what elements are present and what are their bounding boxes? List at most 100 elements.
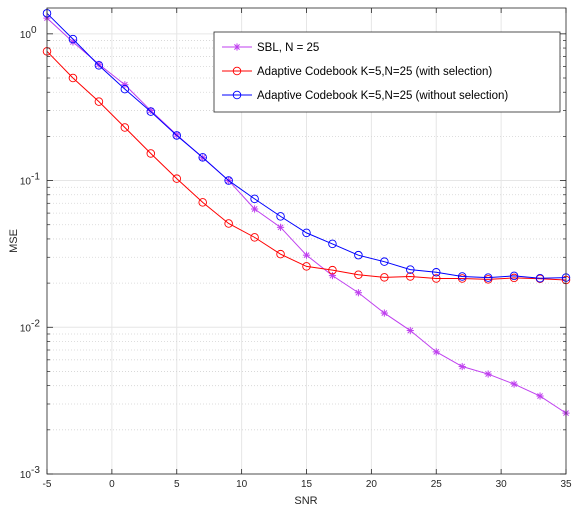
star-marker xyxy=(536,392,544,400)
legend-box xyxy=(213,31,561,113)
legend-label: Adaptive Codebook K=5,N=25 (without sele… xyxy=(257,90,508,102)
marker-stroke xyxy=(381,310,388,317)
series-line xyxy=(46,12,567,279)
circle-marker xyxy=(354,270,363,280)
circle-marker xyxy=(232,90,242,100)
marker-stroke xyxy=(147,107,154,114)
marker-stroke xyxy=(95,61,102,68)
circle-marker xyxy=(68,34,78,44)
star-marker xyxy=(251,205,259,213)
marker-stroke xyxy=(355,289,362,296)
circle-marker xyxy=(380,257,389,266)
circle-marker xyxy=(146,149,156,158)
circle-marker xyxy=(380,273,389,282)
x-tick-label: 10 xyxy=(236,479,248,490)
circle-marker xyxy=(509,273,519,283)
x-tick-label: 30 xyxy=(496,479,508,490)
circle-marker xyxy=(120,123,130,132)
circle-marker xyxy=(509,271,519,281)
circle-marker xyxy=(250,233,259,242)
x-tick-label: -5 xyxy=(43,479,52,490)
x-tick-label: 5 xyxy=(174,479,180,490)
marker-stroke xyxy=(277,224,284,231)
marker-stroke xyxy=(121,81,128,88)
marker-stroke xyxy=(303,252,310,259)
circle-marker xyxy=(224,219,233,228)
circle-marker xyxy=(276,249,285,259)
star-marker xyxy=(95,60,103,68)
marker-stroke xyxy=(251,206,258,212)
circle-marker xyxy=(457,272,467,281)
legend-label: Adaptive Codebook K=5,N=25 (with selecti… xyxy=(257,66,492,78)
marker-stroke xyxy=(485,371,492,377)
star-marker xyxy=(380,309,388,317)
x-tick-label: 25 xyxy=(431,479,443,490)
circle-marker xyxy=(432,274,441,283)
star-marker xyxy=(233,43,241,51)
marker-stroke xyxy=(459,363,466,370)
legend-label: SBL, N = 25 xyxy=(257,42,319,54)
legend-item: Adaptive Codebook K=5,N=25 (with selecti… xyxy=(222,66,492,78)
marker-stroke xyxy=(234,44,240,50)
legend: SBL, N = 25 Adaptive Codebook K=5,N=25 (w… xyxy=(213,31,561,113)
marker-stroke xyxy=(537,393,543,399)
circle-marker xyxy=(68,73,78,83)
x-tick-label: 0 xyxy=(109,479,115,490)
marker-stroke xyxy=(433,348,440,355)
y-tick-exponent: -2 xyxy=(31,318,40,329)
star-marker xyxy=(276,223,285,231)
marker-stroke xyxy=(511,381,518,388)
star-marker xyxy=(432,348,440,356)
circle-marker xyxy=(172,174,181,183)
star-marker xyxy=(406,326,414,335)
circle-marker xyxy=(302,262,311,271)
y-tick-exponent: 0 xyxy=(31,25,37,36)
circle-marker xyxy=(198,153,207,162)
circle-marker xyxy=(328,239,337,249)
x-axis-label: SNR xyxy=(294,495,317,507)
circle-marker xyxy=(250,194,259,204)
y-tick-label: 10 xyxy=(20,177,32,188)
legend-item: SBL, N = 25 xyxy=(222,42,319,54)
circle-marker xyxy=(172,131,181,140)
y-tick-exponent: -1 xyxy=(31,172,40,183)
y-tick-label: 10 xyxy=(20,30,32,41)
circle-marker xyxy=(457,274,467,283)
star-marker xyxy=(121,81,129,89)
x-tick-label: 35 xyxy=(560,479,572,490)
circle-marker xyxy=(406,265,415,274)
star-marker xyxy=(302,251,311,259)
y-tick-label: 10 xyxy=(20,323,32,334)
circle-marker xyxy=(328,265,337,275)
circle-marker xyxy=(120,84,130,94)
circle-marker xyxy=(146,107,156,116)
y-tick-label: 10 xyxy=(20,470,32,481)
circle-marker xyxy=(94,61,104,70)
circle-marker xyxy=(276,212,285,221)
star-marker xyxy=(458,362,466,371)
circle-marker xyxy=(302,228,311,238)
star-marker xyxy=(484,370,492,378)
circle-marker xyxy=(232,66,242,76)
circle-marker xyxy=(535,273,545,283)
star-marker xyxy=(354,289,362,297)
circle-marker xyxy=(198,198,207,207)
x-tick-label: 20 xyxy=(366,479,378,490)
x-tick-label: 15 xyxy=(301,479,313,490)
circle-marker xyxy=(406,272,415,281)
marker-stroke xyxy=(407,327,414,334)
star-marker xyxy=(510,380,518,388)
legend-item: Adaptive Codebook K=5,N=25 (without sele… xyxy=(222,90,508,102)
y-axis-label: MSE xyxy=(8,229,20,253)
circle-marker xyxy=(432,268,441,277)
series-1 xyxy=(43,14,570,417)
circle-marker xyxy=(94,97,104,106)
series-line xyxy=(46,50,567,281)
circle-marker xyxy=(483,273,493,282)
series-3 xyxy=(42,9,571,283)
y-tick-exponent: -3 xyxy=(31,465,40,476)
circle-marker xyxy=(354,250,363,260)
circle-marker xyxy=(224,176,233,185)
